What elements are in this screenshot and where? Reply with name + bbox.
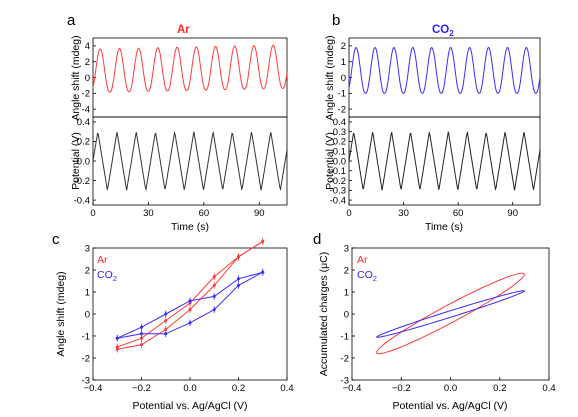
a-bottom-ylabel: Potential (V): [70, 132, 82, 190]
a-xlabel: Time (s): [171, 221, 209, 233]
c-ytick-label: -3: [82, 375, 90, 386]
a-bottom-series-line: [92, 130, 288, 192]
b-bottom-xtick-label: 30: [398, 208, 409, 219]
a-bottom-xtick-label: 90: [254, 208, 265, 219]
d-ytick-label: 2: [344, 265, 349, 276]
d-xtick-label: 0.0: [444, 383, 457, 394]
a-bottom-ytick-label: -0.4: [74, 195, 90, 206]
a-top-ytick-label: 2: [85, 57, 90, 68]
panel-letter-b: b: [332, 12, 340, 29]
a-bottom-xtick-label: 30: [143, 208, 154, 219]
c-ytick-label: 3: [85, 243, 90, 254]
b-bottom-xtick-label: 0: [346, 208, 351, 219]
d-legend-co2: CO2: [357, 269, 377, 283]
a-top-ytick-label: -2: [82, 89, 90, 100]
a-bottom-xtick-label: 60: [199, 208, 210, 219]
b-bottom-ytick-label: -0.3: [330, 186, 346, 197]
b-bottom-ytick-label: 0.1: [333, 147, 346, 158]
b-bottom-ytick-label: 0.3: [333, 127, 346, 138]
b-bottom-ylabel: Potential (V): [324, 132, 336, 190]
b-bottom-ytick-label: -0.1: [330, 166, 346, 177]
c-legend-ar: Ar: [97, 254, 108, 266]
c-ar-backward-line: [117, 240, 264, 348]
d-legend-co2-sub: 2: [373, 274, 377, 283]
a-bottom-ytick-label: 0.2: [77, 137, 90, 148]
d-ytick-label: 0: [344, 309, 349, 320]
d-xtick-label: 0.4: [542, 383, 555, 394]
a-bottom-ytick-label: -0.2: [74, 176, 90, 187]
c-xlabel: Potential vs. Ag/AgCl (V): [133, 400, 248, 412]
a-bottom-xtick-label: 0: [90, 208, 95, 219]
b-top-series-line: [348, 46, 541, 94]
b-bottom-ytick-label: 0.2: [333, 137, 346, 148]
a-top-ytick-label: 0: [85, 73, 90, 84]
d-ar-loop: [376, 272, 525, 355]
a-top-ytick-label: -4: [82, 104, 90, 115]
plot-frame-b-top: [348, 37, 541, 118]
b-top-ytick-label: 0: [341, 73, 346, 84]
b-xlabel: Time (s): [425, 221, 463, 233]
b-bottom-ytick-label: -0.2: [330, 176, 346, 187]
plot-frame-d: [351, 247, 550, 381]
c-legend-co2-main: CO: [97, 269, 113, 281]
b-bottom-xtick-label: 90: [507, 208, 518, 219]
d-legend-ar: Ar: [357, 254, 368, 266]
c-ar-forward-line: [117, 240, 264, 350]
b-bottom-xtick-label: 60: [453, 208, 464, 219]
d-ytick-label: 1: [344, 287, 349, 298]
a-bottom-ytick-label: 0.4: [77, 117, 90, 128]
d-xtick-label: 0.2: [493, 383, 506, 394]
c-ytick-label: 1: [85, 287, 90, 298]
b-bottom-ytick-label: 0.0: [333, 156, 346, 167]
panel-letter-d: d: [313, 231, 321, 248]
c-ytick-label: -2: [82, 353, 90, 364]
d-co2-loop: [375, 290, 526, 338]
d-ytick-label: -1: [341, 331, 349, 342]
c-legend-co2: CO2: [97, 269, 117, 283]
c-ylabel: Angle shift (mdeg): [55, 271, 67, 356]
panel-b-header-main: CO: [432, 24, 449, 36]
a-top-series-line: [92, 44, 288, 93]
d-legend-co2-main: CO: [357, 269, 373, 281]
panel-b-header: CO2: [432, 24, 454, 38]
a-bottom-ytick-label: 0.0: [77, 156, 90, 167]
d-xtick-label: −0.4: [343, 383, 362, 394]
b-top-ytick-label: 1: [341, 57, 346, 68]
c-xtick-label: 0.4: [280, 383, 293, 394]
plot-frame-c: [92, 247, 288, 381]
c-ytick-label: 0: [85, 309, 90, 320]
c-ytick-label: 2: [85, 265, 90, 276]
b-top-ytick-label: -1: [338, 89, 346, 100]
b-bottom-series-line: [348, 130, 541, 192]
c-xtick-label: −0.2: [132, 383, 151, 394]
b-bottom-ytick-label: -0.4: [330, 195, 346, 206]
d-ytick-label: 3: [344, 243, 349, 254]
a-top-ytick-label: 4: [85, 41, 90, 52]
c-legend-co2-sub: 2: [113, 274, 117, 283]
d-ylabel: Accumulated charges (μC): [318, 252, 330, 377]
d-ytick-label: -2: [341, 353, 349, 364]
panel-letter-c: c: [52, 231, 60, 248]
c-xtick-label: 0.2: [232, 383, 245, 394]
panel-b-header-sub: 2: [449, 29, 454, 38]
c-xtick-label: −0.4: [84, 383, 103, 394]
b-top-ytick-label: 2: [341, 41, 346, 52]
a-top-ylabel: Angle shift (mdeg): [70, 35, 82, 120]
d-xlabel: Potential vs. Ag/AgCl (V): [393, 400, 508, 412]
panel-letter-a: a: [67, 12, 76, 29]
c-xtick-label: 0.0: [183, 383, 196, 394]
d-ytick-label: -3: [341, 375, 349, 386]
c-ytick-label: -1: [82, 331, 90, 342]
b-top-ytick-label: -2: [338, 104, 346, 115]
b-bottom-ytick-label: 0.4: [333, 117, 346, 128]
d-xtick-label: −0.2: [392, 383, 411, 394]
chart-marks: 420-2-40.40.20.0-0.2-0.40 30 60 90210-1-20.…: [74, 41, 556, 394]
b-top-ylabel: Angle shift (mdeg): [324, 35, 336, 120]
panel-a-header: Ar: [177, 24, 190, 36]
